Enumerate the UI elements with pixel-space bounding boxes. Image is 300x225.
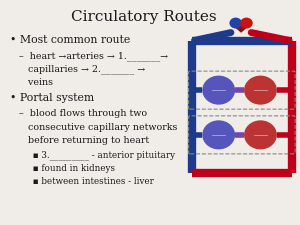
Text: Circulatory Routes: Circulatory Routes xyxy=(71,10,217,24)
Ellipse shape xyxy=(230,18,242,29)
Text: consecutive capillary networks: consecutive capillary networks xyxy=(19,123,177,132)
Polygon shape xyxy=(231,24,251,33)
Ellipse shape xyxy=(240,18,253,29)
Text: ▪ found in kidneys: ▪ found in kidneys xyxy=(19,164,115,173)
Text: –  blood flows through two: – blood flows through two xyxy=(19,109,147,118)
Text: • Portal system: • Portal system xyxy=(10,94,94,104)
Text: ▪ between intestines - liver: ▪ between intestines - liver xyxy=(19,177,154,186)
Ellipse shape xyxy=(202,120,235,149)
Text: capillaries → 2._______ →: capillaries → 2._______ → xyxy=(19,64,145,74)
Text: • Most common route: • Most common route xyxy=(10,35,130,45)
Ellipse shape xyxy=(202,76,235,105)
Text: before returning to heart: before returning to heart xyxy=(19,136,149,145)
Ellipse shape xyxy=(244,120,277,149)
Text: veins: veins xyxy=(19,78,52,87)
Ellipse shape xyxy=(244,76,277,105)
Text: –  heart →arteries → 1._______→: – heart →arteries → 1._______→ xyxy=(19,51,168,61)
Text: ▪ 3._________ - anterior pituitary: ▪ 3._________ - anterior pituitary xyxy=(19,151,175,160)
